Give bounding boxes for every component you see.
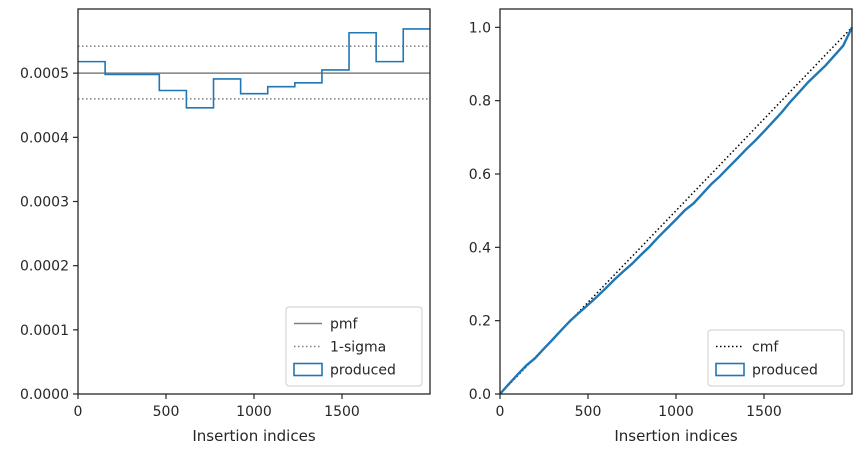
y-tick-label: 0.0000 xyxy=(20,387,69,403)
x-axis-label: Insertion indices xyxy=(192,427,315,445)
x-axis-label: Insertion indices xyxy=(614,427,737,445)
x-tick-label: 500 xyxy=(575,404,602,420)
plot-frame xyxy=(499,8,853,395)
y-tick-label: 1.0 xyxy=(469,20,491,36)
legend-label: cmf xyxy=(752,340,779,356)
legend-label: pmf xyxy=(330,317,359,333)
y-tick-label: 0.0003 xyxy=(20,195,69,211)
y-tick-label: 0.0 xyxy=(469,387,491,403)
legend-label: produced xyxy=(330,363,396,379)
y-tick-label: 0.0005 xyxy=(20,66,69,82)
x-tick-label: 1500 xyxy=(746,404,782,420)
y-tick-label: 0.6 xyxy=(469,167,491,183)
histogram-panel: 0 500 1000 1500 0.0000 0.0001 0.0002 0.0003 0.00… xyxy=(20,8,431,445)
cumulative-panel: 0 500 1000 1500 0.0 0.2 0.4 0.6 0.8 1.0 Insertion … xyxy=(469,8,854,445)
x-tick-label: 0 xyxy=(74,404,83,420)
y-tick-label: 0.8 xyxy=(469,94,491,110)
y-tick-label: 0.0002 xyxy=(20,259,69,275)
legend-box xyxy=(285,306,423,387)
produced-histogram xyxy=(78,28,430,109)
x-tick-label: 1000 xyxy=(236,404,272,420)
legend-box xyxy=(707,329,845,387)
x-tick-label: 500 xyxy=(153,404,180,420)
x-tick-label: 0 xyxy=(496,404,505,420)
legend-label: 1-sigma xyxy=(330,340,386,356)
y-tick-label: 0.0004 xyxy=(20,130,69,146)
y-tick-label: 0.4 xyxy=(469,240,491,256)
plot-frame xyxy=(77,8,431,395)
y-tick-label: 0.2 xyxy=(469,314,491,330)
x-tick-label: 1000 xyxy=(658,404,694,420)
legend-swatch xyxy=(715,362,745,377)
produced-series xyxy=(499,26,854,395)
legend-label: produced xyxy=(752,363,818,379)
x-tick-label: 1500 xyxy=(324,404,360,420)
legend-swatch xyxy=(293,362,323,377)
y-tick-label: 0.0001 xyxy=(20,323,69,339)
